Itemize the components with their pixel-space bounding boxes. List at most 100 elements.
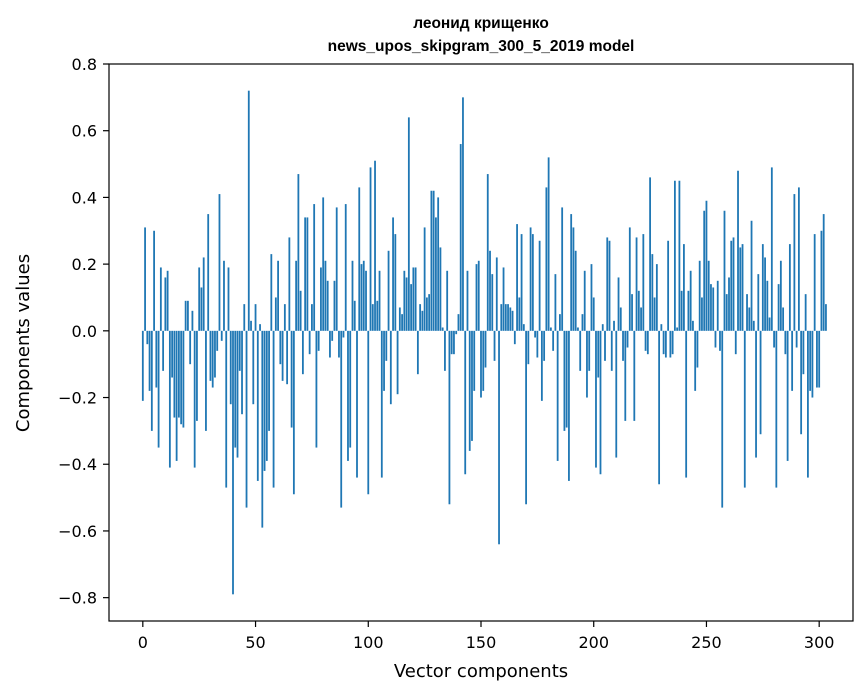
y-tick-label: 0.4 [72, 188, 97, 207]
bar-component-197 [586, 330, 588, 398]
bar-component-157 [495, 257, 498, 331]
bar-component-153 [486, 174, 489, 331]
bar-component-141 [459, 144, 462, 331]
bar-component-228 [655, 264, 658, 331]
bar-component-58 [272, 330, 275, 488]
bar-component-104 [376, 300, 379, 331]
y-tick-label: 0.0 [72, 322, 97, 341]
bar-component-216 [628, 227, 631, 331]
bar-component-12 [168, 330, 171, 468]
bar-component-140 [457, 314, 460, 331]
y-tick-label: −0.6 [58, 522, 97, 541]
bar-component-60 [277, 260, 279, 331]
bar-component-254 [714, 330, 717, 348]
bar-component-61 [279, 330, 282, 365]
bar-component-291 [797, 187, 800, 331]
bar-component-217 [631, 294, 633, 331]
bar-component-95 [356, 330, 358, 478]
bar-component-214 [624, 330, 627, 421]
bar-component-106 [380, 330, 383, 478]
bar-component-132 [439, 247, 442, 331]
bar-component-281 [775, 330, 778, 488]
bar-component-266 [741, 244, 744, 331]
bar-component-295 [807, 330, 809, 478]
bar-component-137 [450, 330, 453, 355]
bar-component-118 [407, 117, 410, 331]
bar-component-201 [595, 330, 597, 468]
chart-title-line2: news_upos_skipgram_300_5_2019 model [328, 38, 635, 55]
bar-component-52 [259, 324, 261, 331]
bar-component-261 [730, 240, 733, 331]
bar-component-135 [446, 270, 449, 331]
bar-component-194 [579, 330, 582, 371]
bar-component-18 [182, 330, 185, 428]
bar-component-36 [223, 260, 225, 331]
bar-component-79 [320, 267, 322, 331]
bar-component-209 [613, 320, 615, 331]
bar-component-39 [229, 330, 232, 405]
bar-component-283 [779, 260, 782, 331]
bar-component-111 [392, 217, 394, 331]
bar-component-239 [680, 290, 683, 331]
bar-component-22 [191, 310, 194, 331]
bar-component-203 [599, 330, 602, 475]
bar-component-91 [347, 330, 349, 461]
bar-component-252 [710, 284, 712, 331]
bar-component-250 [705, 200, 708, 331]
bar-component-68 [295, 260, 298, 331]
bar-component-241 [685, 330, 688, 478]
bar-component-51 [256, 330, 259, 481]
bar-component-97 [360, 264, 363, 331]
bar-component-2 [146, 330, 149, 345]
bar-component-7 [157, 330, 160, 448]
bar-component-230 [660, 324, 663, 331]
bar-series [141, 90, 827, 595]
bar-component-274 [759, 330, 762, 435]
bar-component-77 [315, 330, 318, 448]
bar-component-190 [570, 214, 573, 331]
x-tick-label: 200 [578, 633, 609, 652]
x-axis-ticks: 0 50 100 150 200 250 300 [138, 621, 834, 652]
bar-component-21 [189, 330, 192, 365]
bar-component-186 [561, 207, 564, 331]
bar-component-0 [141, 330, 144, 401]
bar-component-236 [673, 180, 676, 331]
bar-component-131 [437, 197, 440, 331]
bar-component-244 [692, 320, 694, 331]
bar-component-150 [480, 330, 482, 398]
bar-component-129 [432, 190, 435, 331]
bar-component-120 [412, 267, 415, 331]
bar-component-33 [216, 330, 219, 351]
bar-component-242 [687, 290, 690, 331]
bar-component-270 [750, 220, 753, 331]
bar-component-82 [326, 280, 329, 331]
bar-component-49 [252, 330, 255, 405]
bar-component-204 [601, 324, 604, 331]
bar-component-232 [664, 330, 667, 358]
bar-component-156 [493, 330, 496, 361]
bar-component-251 [707, 260, 710, 331]
bar-component-276 [764, 257, 766, 331]
bar-component-41 [234, 330, 237, 448]
bar-component-165 [513, 330, 516, 345]
bar-component-302 [822, 214, 825, 331]
bar-component-24 [196, 330, 198, 421]
bar-component-215 [626, 330, 629, 348]
bar-component-269 [748, 307, 751, 331]
bar-component-66 [290, 330, 293, 428]
bar-component-42 [236, 330, 239, 458]
bar-component-35 [220, 330, 223, 341]
bar-component-225 [649, 177, 651, 331]
bar-component-37 [225, 330, 228, 488]
bar-component-260 [728, 277, 730, 331]
bar-component-224 [646, 330, 649, 355]
bar-component-113 [396, 330, 399, 395]
bar-component-211 [617, 277, 620, 331]
bar-component-237 [676, 327, 679, 331]
y-tick-label: 0.6 [72, 122, 97, 141]
bar-component-188 [565, 330, 568, 428]
bar-component-69 [297, 174, 300, 331]
bar-component-263 [734, 330, 737, 355]
bar-component-279 [770, 167, 773, 331]
